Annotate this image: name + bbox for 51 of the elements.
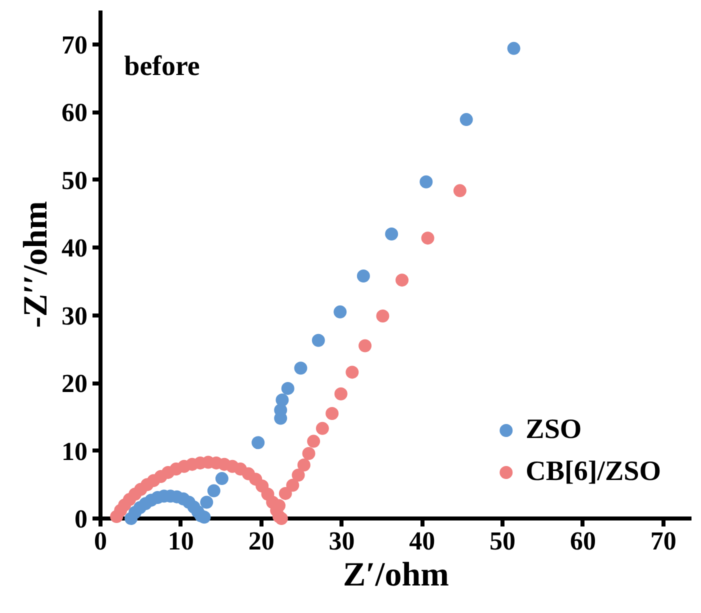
- point: [276, 393, 289, 406]
- annotation: before: [124, 50, 200, 82]
- point: [420, 175, 433, 188]
- x-tick-label: 40: [409, 526, 436, 556]
- point: [334, 387, 348, 400]
- point: [294, 362, 308, 375]
- point: [376, 309, 390, 322]
- y-axis-title: -Z′′/ohm: [18, 201, 54, 328]
- y-tick-label: 70: [62, 30, 88, 60]
- point: [453, 184, 466, 198]
- point: [385, 228, 398, 241]
- legend-label: CB[6]/ZSO: [526, 456, 661, 488]
- point: [316, 422, 329, 435]
- point: [200, 496, 214, 509]
- x-tick-label: 70: [650, 526, 676, 556]
- x-tick-label: 10: [168, 526, 194, 556]
- x-tick-label: 30: [328, 526, 355, 556]
- y-tick-label: 30: [62, 301, 88, 330]
- point: [460, 113, 473, 126]
- point: [356, 270, 370, 283]
- point: [297, 458, 310, 472]
- x-tick-label: 0: [94, 526, 107, 556]
- point: [252, 436, 265, 450]
- point: [302, 446, 316, 460]
- y-tick-label: 10: [62, 436, 88, 466]
- x-tick-label: 60: [570, 526, 596, 556]
- point: [207, 484, 220, 498]
- y-tick-label: 0: [74, 504, 88, 534]
- point: [334, 305, 347, 318]
- point: [307, 434, 320, 448]
- y-tick-label: 60: [62, 98, 88, 128]
- x-tick-label: 50: [490, 526, 516, 556]
- point: [286, 478, 300, 492]
- point: [278, 486, 292, 500]
- point: [292, 468, 305, 482]
- legend-label: ZSO: [526, 414, 582, 446]
- point: [396, 274, 409, 287]
- point: [274, 512, 288, 525]
- x-tick-label: 20: [248, 526, 274, 556]
- point: [507, 42, 520, 55]
- x-axis-title: Z′/ohm: [343, 556, 449, 594]
- point: [281, 382, 294, 395]
- y-tick-label: 40: [62, 234, 88, 263]
- point: [215, 472, 228, 486]
- point: [358, 339, 372, 352]
- point: [312, 334, 325, 347]
- point: [421, 232, 434, 245]
- point: [326, 407, 339, 420]
- y-tick-label: 50: [62, 166, 88, 195]
- y-tick-label: 20: [62, 369, 88, 398]
- point: [346, 366, 359, 379]
